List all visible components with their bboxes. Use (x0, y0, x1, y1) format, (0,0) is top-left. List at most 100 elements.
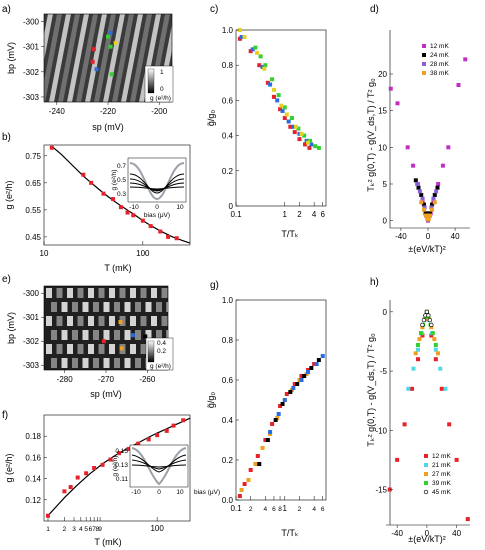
legend-d-swatch-3 (422, 71, 426, 75)
panel-label-c: c) (210, 4, 218, 15)
panel-label-b: b) (2, 132, 11, 143)
point-c-1-3 (268, 82, 273, 87)
heatmap-e-cell (98, 344, 105, 354)
ytick-f-2: 0.14 (25, 475, 41, 484)
heatmap-e-cell (72, 302, 78, 312)
heatmap-e-cell (72, 358, 78, 368)
xtick-e-1: -270 (98, 375, 115, 384)
xtick-a-0: -240 (49, 107, 66, 116)
heatmap-e-cell (93, 302, 99, 312)
ytick-c-0: 1.0 (222, 26, 234, 35)
heatmap-e-cell (130, 316, 136, 326)
point-h-0-14 (465, 517, 470, 522)
colorbar-a (147, 68, 155, 94)
point-c-2-10 (313, 144, 318, 149)
inset-f-ytick-0: 0.15 (115, 448, 128, 455)
point-d-3-5 (428, 213, 433, 218)
xtick-f-2: 3 (72, 526, 76, 533)
heatmap-e-cell (67, 288, 73, 298)
point-g-2-3 (280, 402, 285, 406)
heatmap-e-cell (67, 344, 73, 354)
point-c-0-5 (278, 107, 283, 112)
ytick-d-4: 0 (383, 217, 388, 226)
legend-d-swatch-1 (422, 53, 426, 57)
legend-h-swatch-4 (423, 489, 429, 495)
xtick-f-7: 8 (95, 526, 99, 533)
panel-label-d: d) (370, 4, 379, 15)
point-h-4-6 (429, 322, 434, 328)
point-b-0 (49, 145, 54, 150)
point-d-2-0 (415, 182, 420, 186)
ytick-g-0: 1.0 (222, 296, 234, 305)
point-g-0-3 (255, 454, 260, 458)
xtick-e-0: -280 (57, 375, 74, 384)
heatmap-e-cell (67, 316, 73, 326)
heatmap-e-cell (88, 288, 94, 298)
point-d-3-4 (426, 217, 431, 222)
point-h-0-0 (387, 487, 392, 492)
heatmap-e-cell (93, 330, 99, 340)
point-h-0-9 (429, 333, 434, 338)
inset-b-xtick-1: 0 (155, 204, 159, 211)
colorbar-a-label: g (e²/h) (150, 95, 171, 102)
point-g-2-0 (257, 462, 262, 466)
panel-f: 0.180.160.140.121 2 3 4 5 6 7 8 9 100 g (e²/h) T … (4, 414, 220, 547)
point-h-2-2 (420, 325, 425, 330)
point-c-0-9 (297, 137, 302, 142)
point-d-3-0 (419, 200, 424, 205)
heatmap-a-stripe (121, 14, 143, 102)
point-g-0-1 (242, 482, 247, 486)
panel-label-f: f) (2, 410, 8, 421)
xtick-g-4: 8 (278, 506, 282, 513)
xtick-g-6: 2 (298, 506, 302, 513)
point-g-0-9 (299, 374, 304, 378)
point-h-0-11 (439, 386, 444, 391)
inset-b: 0.7 0.5 0.3 -10 0 10 bias (μV) g (e²/h) (111, 157, 187, 219)
legend-h-swatch-3 (424, 481, 428, 485)
heatmap-e-cell (114, 302, 120, 312)
point-g-3-5 (306, 370, 311, 374)
panel-h: 0 -5 -10 -15 -40 0 40 Tₖ² g(0,T) - g(V_ds,T) /… (366, 300, 470, 544)
heatmap-e-cell (109, 344, 115, 354)
ytick-g-1: 0.8 (222, 336, 234, 345)
ylabel-e: bp (mV) (6, 312, 16, 344)
point-f-3 (75, 475, 80, 480)
ytick-h-3: -15 (375, 485, 387, 494)
legend-d-label-0: 12 mK (430, 43, 449, 50)
xtick-b-0: 10 (40, 249, 49, 258)
point-b-1 (81, 172, 86, 177)
point-d-0-13 (456, 83, 461, 87)
heatmap-e-cell (135, 358, 141, 368)
point-h-4-0 (420, 322, 425, 328)
point-c-0-4 (271, 94, 276, 99)
ytick-c-3: 0.4 (222, 132, 234, 141)
point-c-2-8 (302, 133, 307, 138)
heatmap-e-cell (77, 344, 84, 354)
point-g-3-7 (320, 354, 325, 358)
colorbar-e-tick-1: 0.2 (157, 348, 166, 355)
legend-d-swatch-0 (422, 44, 426, 48)
point-c-1-6 (286, 119, 291, 124)
heatmap-e-cell (109, 316, 115, 326)
xlabel-b: T (mK) (104, 263, 131, 273)
heatmap-e-marker-4 (143, 334, 148, 339)
xtick-f-0: 1 (46, 526, 50, 533)
point-g-2-1 (265, 438, 270, 442)
point-c-3-8 (299, 131, 304, 136)
heatmap-e-cell (145, 302, 152, 312)
heatmap-e-cell (61, 302, 68, 312)
ytick-b-2: 0.55 (25, 206, 41, 215)
point-h-2-6 (429, 325, 434, 330)
point-c-3-9 (306, 140, 311, 145)
ylabel-d: Tₖ² g(0,T) - g(V_ds,T) / T² g₀ (366, 78, 376, 192)
point-d-3-6 (430, 207, 435, 212)
point-c-0-7 (288, 124, 293, 129)
ytick-e-0: -300 (23, 289, 40, 298)
heatmap-e-cell (82, 358, 89, 368)
point-c-2-9 (308, 138, 313, 143)
point-c-0-11 (307, 145, 312, 150)
panel-d: 20 15 10 5 0 -40 0 40 Tₖ² g(0,T) - g(V_ds,T) / … (366, 30, 470, 254)
heatmap-e-cell (140, 316, 147, 326)
heatmap-e-cell (77, 316, 84, 326)
